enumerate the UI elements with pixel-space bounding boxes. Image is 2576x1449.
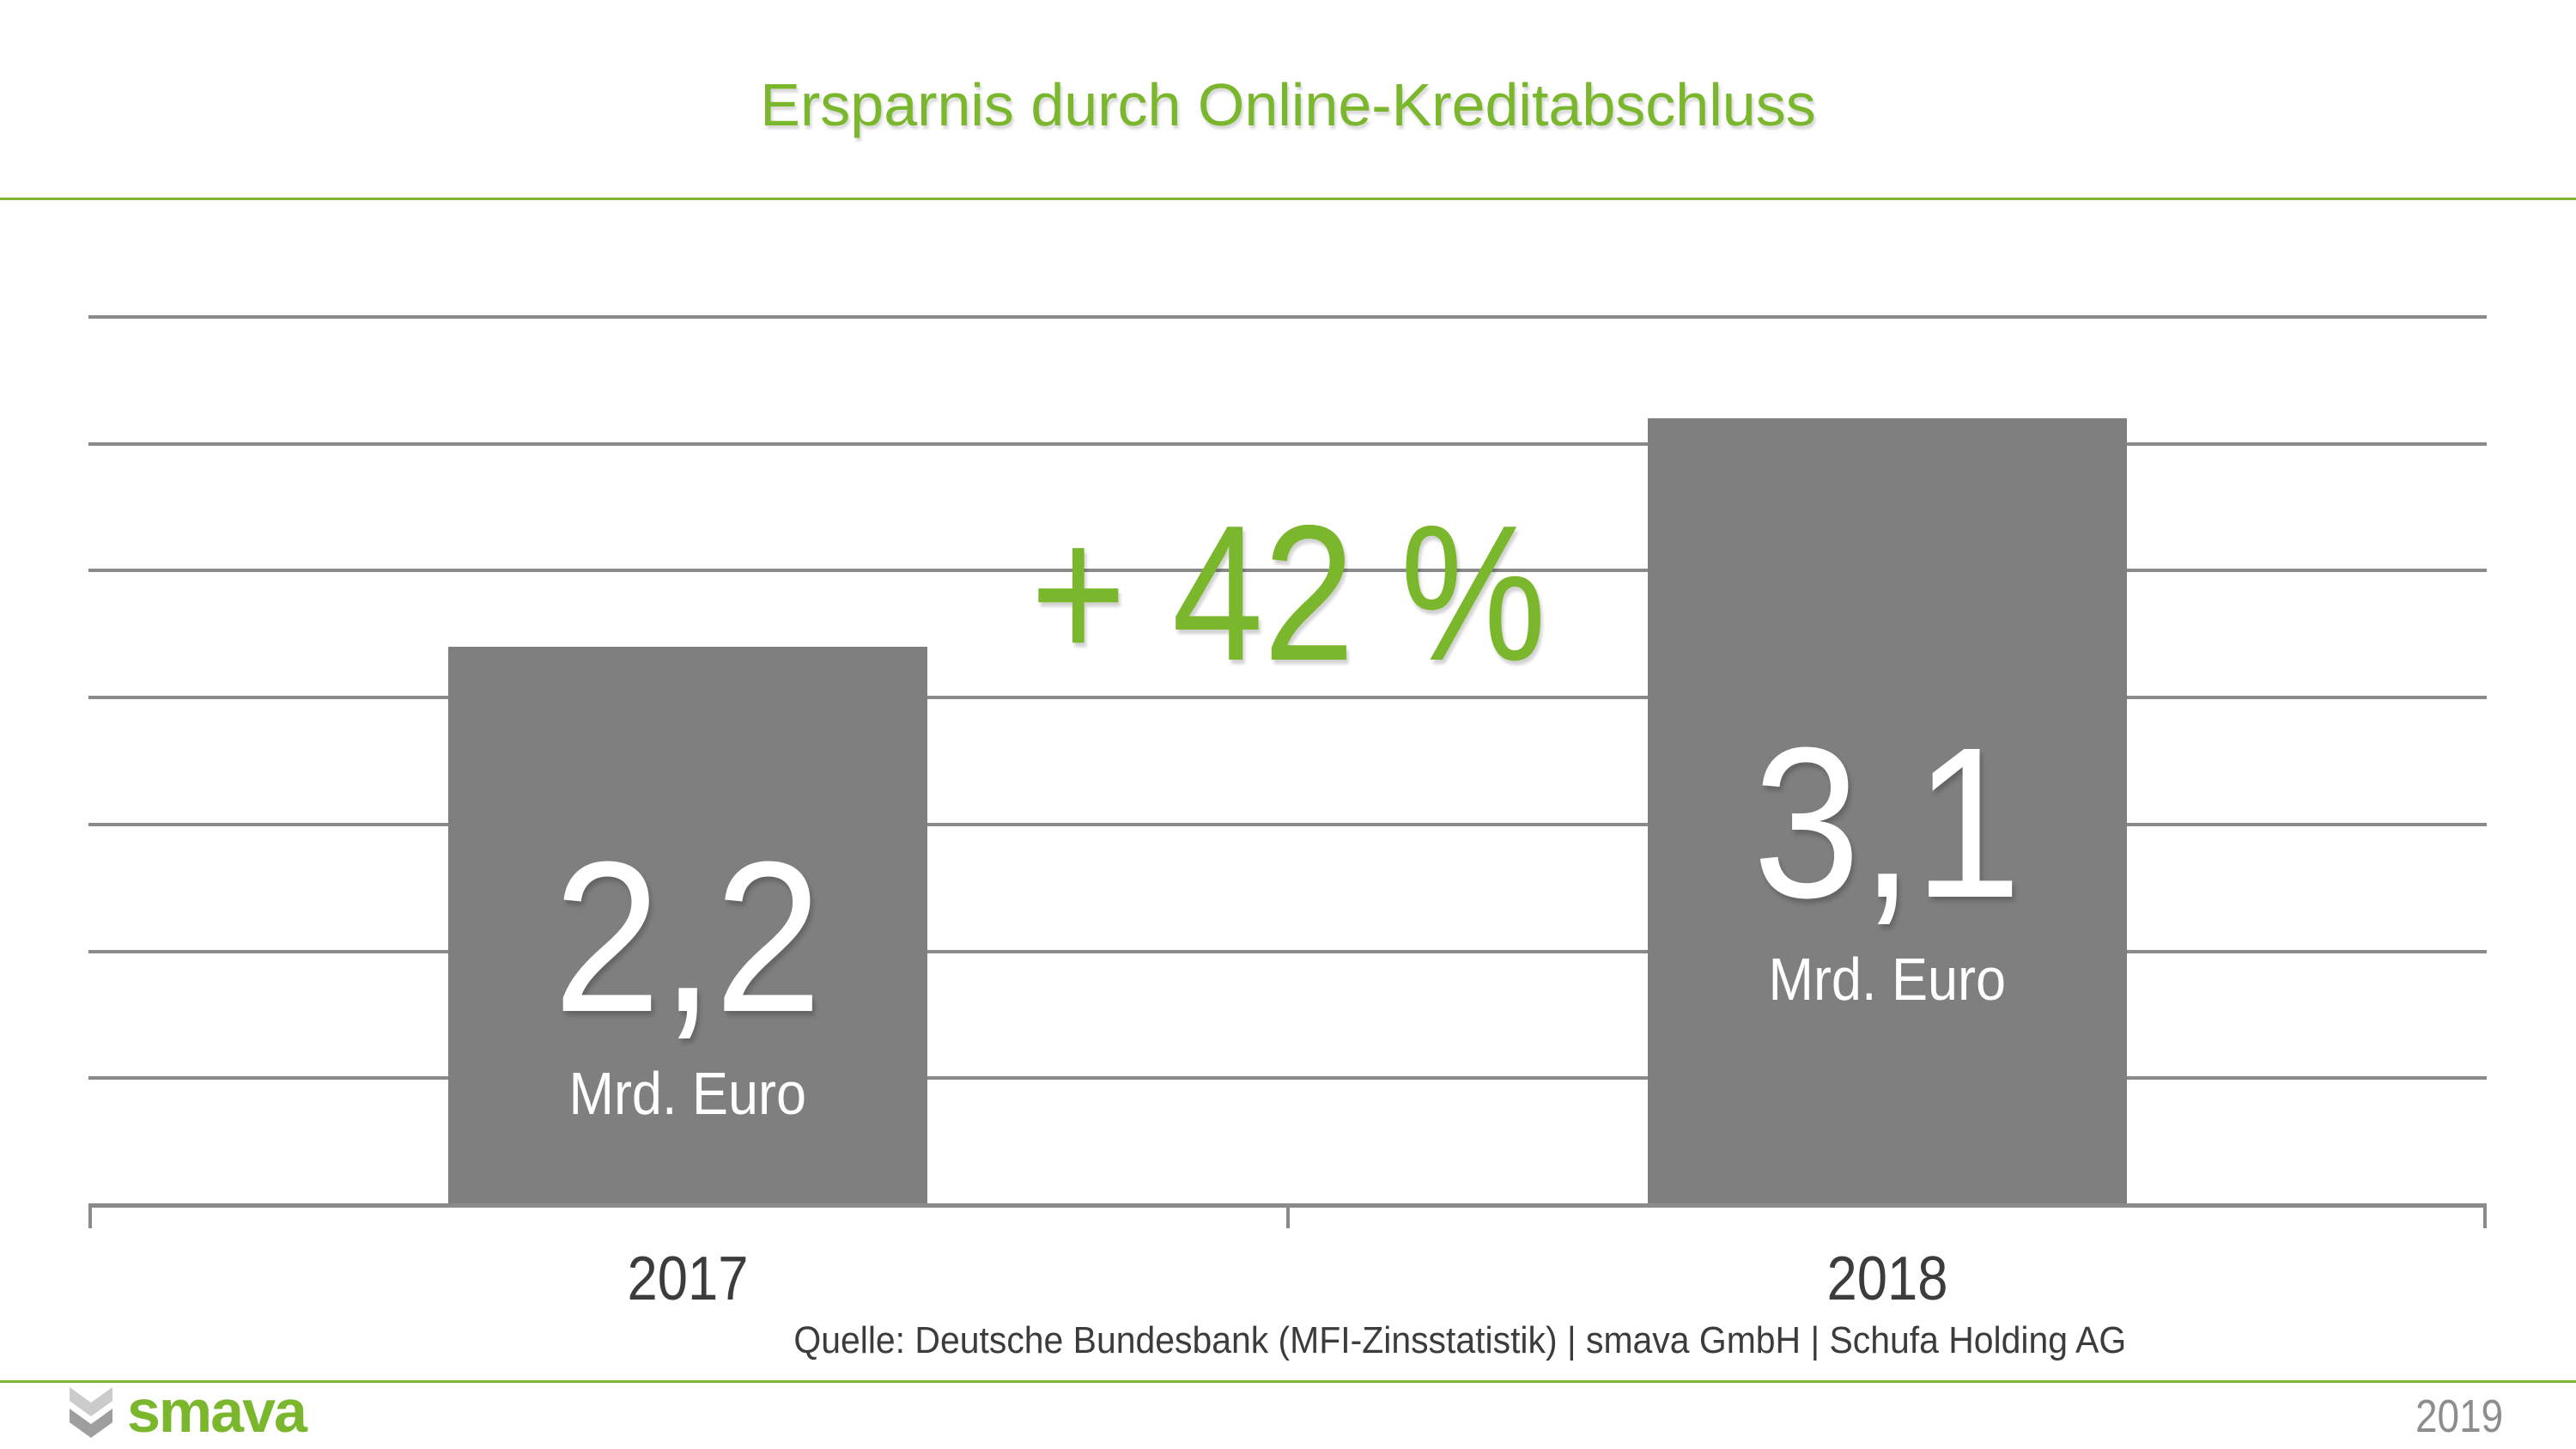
axis-tick bbox=[88, 1208, 92, 1228]
gridline bbox=[88, 315, 2487, 319]
axis-tick bbox=[1285, 1208, 1290, 1228]
gridline bbox=[88, 949, 2487, 953]
footer-year: 2019 bbox=[2415, 1391, 2503, 1442]
growth-annotation: + 42 % bbox=[0, 496, 2576, 690]
gridline bbox=[88, 822, 2487, 826]
gridline bbox=[88, 1076, 2487, 1081]
bar-2018: 3,1 Mrd. Euro bbox=[1647, 418, 2127, 1205]
x-axis-label: 2017 bbox=[627, 1245, 749, 1313]
smava-logo-icon bbox=[70, 1387, 112, 1438]
gridline bbox=[88, 441, 2487, 446]
bar-2017: 2,2 Mrd. Euro bbox=[448, 647, 928, 1205]
axis-tick bbox=[2483, 1208, 2487, 1228]
page-title: Ersparnis durch Online-Kreditabschluss bbox=[760, 71, 1816, 138]
x-axis-label: 2018 bbox=[1826, 1245, 1948, 1313]
smava-wordmark: smava bbox=[127, 1378, 307, 1445]
footer-rule bbox=[0, 1380, 2576, 1383]
bar-value-label: 3,1 Mrd. Euro bbox=[1753, 703, 2022, 1013]
growth-annotation-text: + 42 % bbox=[1030, 484, 1546, 701]
source-caption-text: Quelle: Deutsche Bundesbank (MFI-Zinssta… bbox=[793, 1319, 2126, 1361]
bar-value-number: 2,2 bbox=[553, 817, 823, 1057]
bar-value-unit: Mrd. Euro bbox=[568, 1059, 807, 1127]
x-axis-line bbox=[88, 1203, 2487, 1208]
smava-logo: smava bbox=[67, 1381, 307, 1441]
title-rule bbox=[0, 198, 2576, 200]
bar-chart: 2,2 Mrd. Euro 3,1 Mrd. Euro bbox=[88, 315, 2487, 1228]
source-caption: Quelle: Deutsche Bundesbank (MFI-Zinssta… bbox=[343, 1319, 2576, 1363]
gridline bbox=[88, 696, 2487, 700]
gridline bbox=[88, 569, 2487, 573]
bar-value-number: 3,1 bbox=[1753, 703, 2022, 943]
bar-value-label: 2,2 Mrd. Euro bbox=[553, 817, 823, 1127]
bar-value-unit: Mrd. Euro bbox=[1768, 945, 2007, 1013]
